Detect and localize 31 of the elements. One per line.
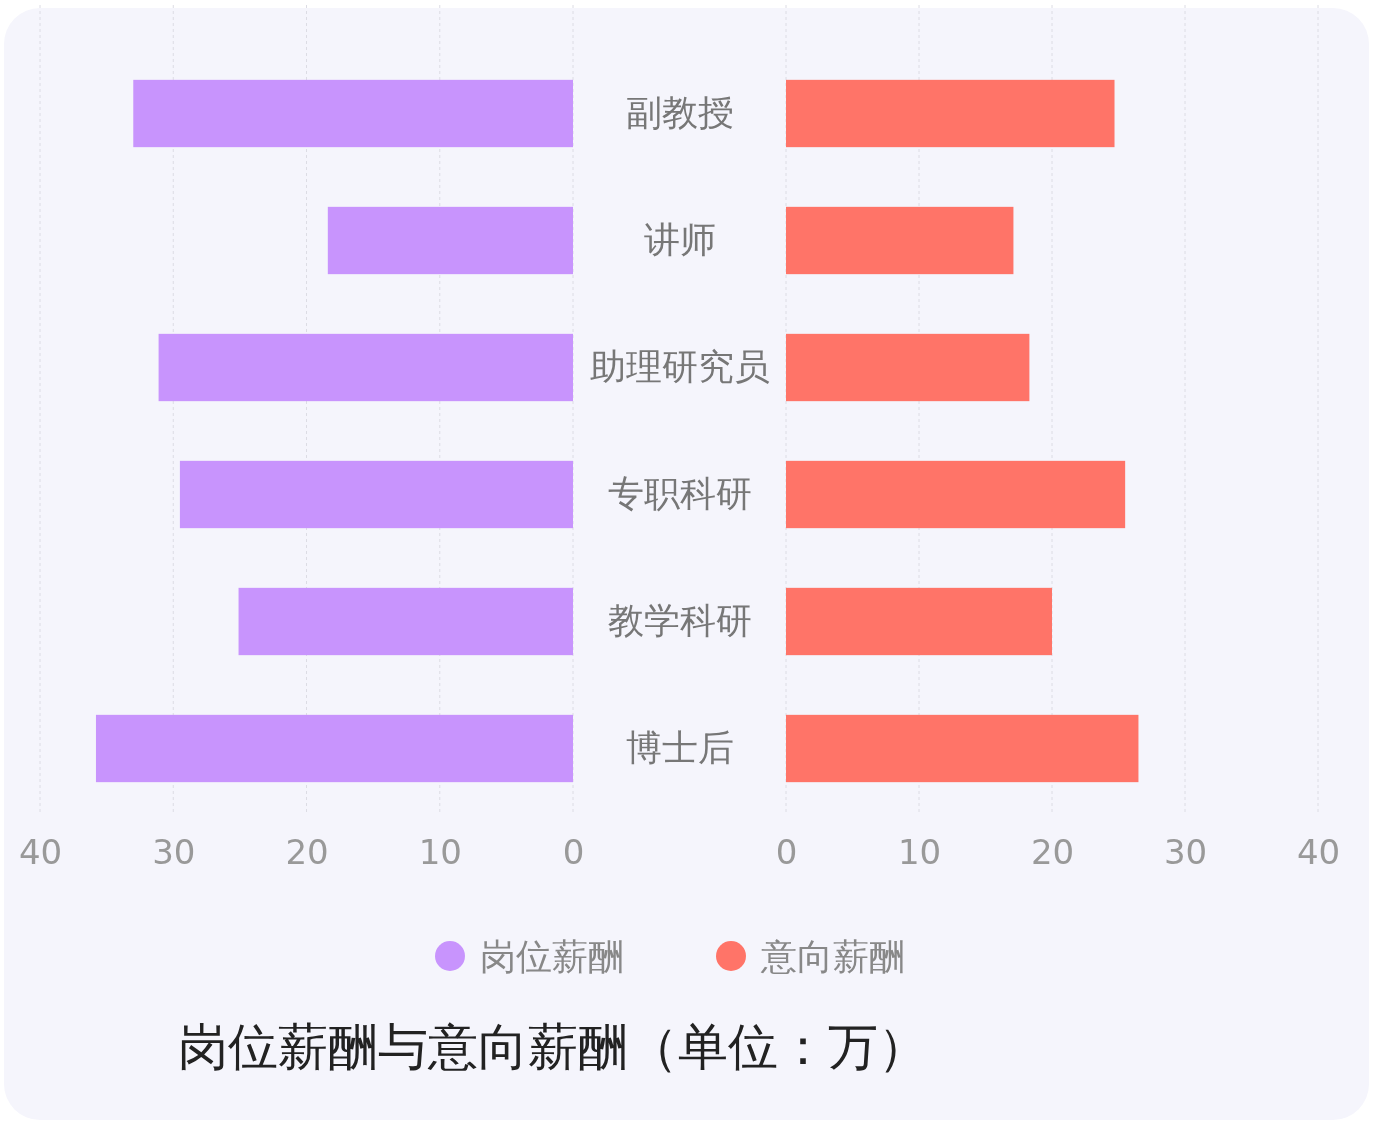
bar xyxy=(786,333,1030,402)
text: 岗位薪酬与意向薪酬（单位：万） xyxy=(178,1017,928,1076)
bar xyxy=(786,587,1052,656)
bar xyxy=(238,587,573,656)
y-tick-label: 教学科研 xyxy=(608,600,752,642)
bar xyxy=(95,714,573,783)
bar xyxy=(786,460,1126,529)
bar xyxy=(133,79,573,148)
x-tick-label: 20 xyxy=(285,831,329,872)
bar xyxy=(179,460,573,529)
y-tick-label: 讲师 xyxy=(644,219,716,261)
y-tick-label: 专职科研 xyxy=(608,473,752,515)
x-tick-label: 0 xyxy=(775,831,798,872)
legend-label: 意向薪酬 xyxy=(760,935,905,977)
x-tick-label: 30 xyxy=(1163,831,1208,872)
bar xyxy=(786,206,1014,275)
legend-label: 岗位薪酬 xyxy=(480,935,624,977)
x-tick-label: 10 xyxy=(897,831,942,872)
x-tick-label: 30 xyxy=(152,831,196,872)
bar xyxy=(327,206,573,275)
bar xyxy=(786,79,1115,148)
y-tick-label: 副教授 xyxy=(626,92,734,134)
x-tick-label: 40 xyxy=(1296,831,1341,872)
bar xyxy=(786,714,1139,783)
bar xyxy=(158,333,573,402)
x-tick-label: 10 xyxy=(418,831,462,872)
x-tick-label: 0 xyxy=(562,831,585,872)
x-tick-label: 20 xyxy=(1030,831,1075,872)
y-tick-label: 助理研究员 xyxy=(590,346,770,388)
x-tick-label: 40 xyxy=(18,831,63,872)
y-tick-label: 博士后 xyxy=(626,727,734,769)
